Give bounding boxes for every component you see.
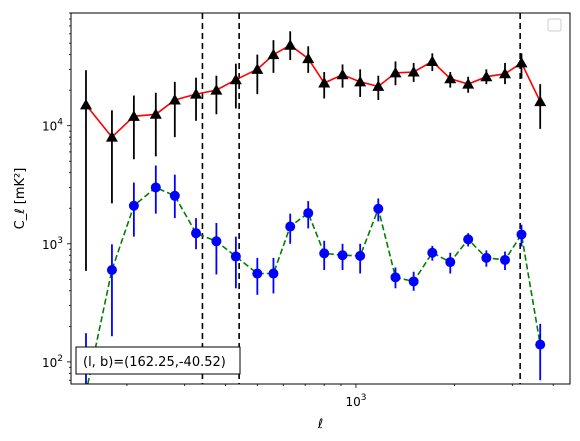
axes-frame	[70, 12, 571, 385]
series-0-point-4	[168, 94, 181, 105]
series-0-point-10	[284, 39, 297, 50]
legend-box	[547, 18, 562, 32]
series-1-point-9	[268, 268, 279, 279]
series-1-point-17	[408, 276, 419, 287]
series-1-point-5	[191, 228, 202, 239]
series-0-point-17	[407, 65, 420, 77]
series-0-point-19	[444, 72, 457, 84]
series-0-point-21	[480, 70, 493, 82]
annotation-frame	[75, 346, 241, 375]
series-1-point-14	[355, 250, 366, 261]
x-axis-label: ℓ	[317, 417, 323, 432]
series-0-point-14	[354, 75, 367, 87]
series-0-point-3	[149, 108, 162, 119]
series-1-point-22	[500, 254, 511, 265]
series-0-point-18	[426, 55, 439, 66]
series-0-line	[85, 44, 541, 139]
series-1-point-18	[427, 247, 438, 258]
series-0-point-6	[210, 84, 223, 95]
y-tick-label-2: 104	[42, 118, 63, 134]
annotation-box: (l, b)=(162.25,-40.52)	[75, 346, 241, 375]
series-1-point-16	[390, 272, 401, 283]
series-0-point-0	[79, 98, 92, 110]
series-1-point-12	[319, 248, 330, 259]
series-0-point-13	[336, 68, 349, 80]
series-1-point-20	[463, 234, 474, 245]
series-0-point-23	[515, 56, 528, 68]
series-1-point-11	[303, 208, 314, 219]
y-tick-label-0: 102	[42, 354, 63, 370]
series-0-point-20	[462, 78, 475, 89]
x-tick-label-0: 103	[345, 393, 366, 409]
series-1-point-8	[252, 268, 263, 279]
series-0-point-9	[267, 48, 280, 60]
series-1-point-21	[481, 252, 492, 263]
series-0-point-22	[499, 67, 512, 79]
series-0-point-1	[105, 131, 118, 142]
series-1-point-4	[169, 190, 180, 201]
series-0-point-15	[372, 80, 385, 91]
series-0-point-2	[127, 110, 140, 121]
series-0-point-24	[534, 95, 547, 107]
series-1-point-1	[106, 265, 117, 276]
series-1-point-13	[337, 250, 348, 261]
series-0-point-11	[302, 52, 315, 64]
series-0-point-16	[389, 66, 402, 78]
series-1-point-10	[285, 221, 296, 232]
series-0-point-5	[190, 88, 203, 99]
series-1-point-15	[373, 203, 384, 214]
y-axis-label: C_ℓ [mK²]	[13, 168, 28, 230]
plot-layer	[79, 13, 547, 398]
axes-layer: 102 103 104 103	[42, 12, 571, 409]
series-1-point-7	[230, 251, 241, 262]
series-0-point-12	[318, 76, 331, 88]
series-1-point-2	[128, 200, 139, 211]
annotation-text: (l, b)=(162.25,-40.52)	[83, 355, 226, 370]
series-1-point-24	[535, 339, 546, 350]
series-1-point-19	[445, 257, 456, 268]
y-tick-label-1: 103	[42, 236, 63, 252]
series-1-point-3	[150, 182, 161, 193]
series-1-point-0	[81, 388, 91, 398]
series-1-point-23	[516, 229, 527, 240]
series-1-point-6	[211, 236, 222, 247]
series-0-point-8	[251, 63, 264, 74]
series-0-point-7	[229, 73, 242, 85]
